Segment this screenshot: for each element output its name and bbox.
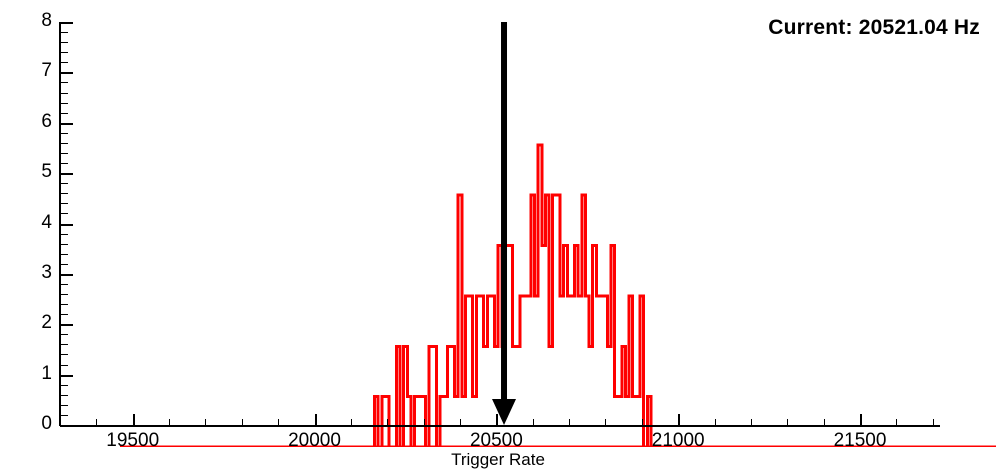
- current-value-arrow: [492, 22, 517, 425]
- histogram-area: [120, 44, 996, 447]
- x-tick-minor: [532, 419, 534, 425]
- x-tick-major: [314, 414, 317, 425]
- y-tick-minor: [60, 112, 68, 114]
- histogram-path: [373, 143, 666, 447]
- y-tick-major: [60, 173, 73, 176]
- y-tick-label: 5: [41, 161, 52, 183]
- y-tick-minor: [60, 203, 68, 205]
- x-tick-minor: [750, 419, 752, 425]
- x-tick-minor: [387, 419, 389, 425]
- x-tick-major: [860, 414, 862, 425]
- y-tick-label: 6: [41, 110, 52, 132]
- y-tick-minor: [60, 404, 68, 406]
- y-tick-minor: [60, 283, 68, 285]
- y-tick-minor: [60, 414, 68, 416]
- y-tick-major: [60, 273, 73, 276]
- x-tick-minor: [460, 419, 461, 425]
- x-tick-minor: [60, 419, 61, 425]
- y-tick-label: 1: [41, 362, 52, 384]
- x-tick-minor: [241, 419, 243, 425]
- x-axis: [60, 425, 940, 427]
- y-tick-major: [60, 374, 73, 377]
- y-tick-minor: [60, 253, 68, 255]
- y-tick-label: 4: [41, 211, 52, 233]
- y-tick-label: 3: [41, 261, 52, 283]
- x-tick-minor: [823, 419, 825, 425]
- y-tick-minor: [60, 163, 68, 165]
- y-tick-minor: [60, 394, 68, 396]
- plot-frame: [60, 22, 996, 447]
- y-tick-minor: [60, 213, 68, 215]
- histogram-outline: [120, 143, 996, 447]
- y-tick-minor: [60, 152, 68, 154]
- arrow-head: [492, 399, 517, 425]
- x-tick-minor: [569, 419, 571, 425]
- x-tick-minor: [350, 419, 352, 425]
- x-tick-minor: [714, 419, 716, 425]
- y-tick-minor: [60, 62, 68, 64]
- y-tick-minor: [60, 183, 68, 185]
- x-tick-minor: [896, 419, 898, 425]
- y-tick-minor: [60, 384, 68, 386]
- x-axis-title: Trigger Rate: [451, 450, 545, 469]
- y-tick-minor: [60, 334, 68, 336]
- x-tick-major: [496, 414, 499, 425]
- x-tick-label: 19500: [106, 430, 160, 451]
- y-tick-minor: [60, 294, 68, 296]
- y-tick-major: [60, 425, 73, 427]
- x-tick-minor: [787, 419, 789, 425]
- y-tick-major: [60, 223, 73, 226]
- y-tick-minor: [60, 243, 68, 245]
- y-tick-major: [60, 122, 73, 125]
- y-tick-minor: [60, 364, 68, 366]
- y-tick-label: 2: [41, 312, 52, 334]
- x-tick-major: [132, 414, 135, 425]
- y-tick-minor: [60, 52, 68, 54]
- y-tick-minor: [60, 102, 68, 104]
- y-tick-minor: [60, 82, 68, 84]
- y-tick-major: [60, 72, 73, 75]
- x-tick-label: 21000: [651, 430, 705, 451]
- y-tick-label: 0: [41, 413, 52, 434]
- y-tick-minor: [60, 344, 68, 346]
- y-tick-label: 8: [41, 10, 52, 31]
- y-tick-minor: [60, 193, 68, 195]
- y-tick-minor: [60, 263, 68, 265]
- y-tick-major: [60, 324, 73, 327]
- y-tick-minor: [60, 354, 68, 356]
- x-tick-minor: [278, 419, 280, 425]
- x-tick-minor: [96, 419, 98, 425]
- y-tick-minor: [60, 142, 68, 144]
- x-tick-minor: [423, 419, 425, 425]
- y-tick-label: 7: [41, 60, 52, 82]
- y-tick-major: [60, 22, 73, 24]
- x-tick-minor: [605, 419, 607, 425]
- x-tick-label: 20000: [288, 430, 341, 451]
- y-tick-minor: [60, 132, 68, 134]
- page-title: Current: 20521.04 Hz: [768, 16, 980, 39]
- x-tick-minor: [641, 419, 643, 425]
- x-tick-label: 20500: [469, 430, 523, 451]
- y-tick-minor: [60, 233, 68, 235]
- y-tick-minor: [60, 42, 68, 44]
- y-tick-minor: [60, 304, 68, 306]
- x-tick-minor: [169, 419, 171, 425]
- y-tick-minor: [60, 92, 68, 94]
- x-tick-major: [678, 414, 681, 425]
- y-tick-minor: [60, 32, 68, 34]
- y-tick-minor: [60, 314, 68, 316]
- x-tick-label: 21500: [833, 430, 887, 451]
- x-tick-minor: [932, 419, 934, 425]
- x-tick-minor: [205, 419, 207, 425]
